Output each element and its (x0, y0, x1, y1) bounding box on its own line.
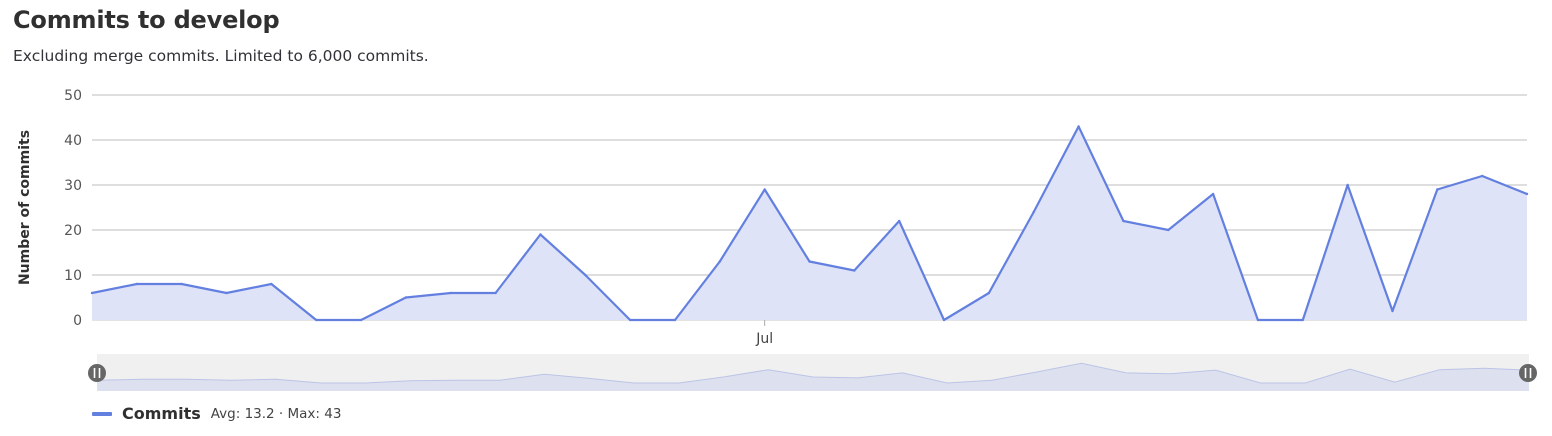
data-point (315, 318, 318, 322)
data-point (1167, 228, 1170, 232)
data-point (1032, 210, 1035, 214)
data-point (1525, 192, 1529, 196)
y-tick-label: 10 (64, 268, 82, 284)
data-point (225, 291, 228, 295)
legend-stats: Avg: 13.2 · Max: 43 (211, 406, 342, 422)
data-point (763, 188, 766, 191)
legend[interactable]: Commits Avg: 13.2 · Max: 43 (92, 404, 341, 423)
data-point (90, 291, 94, 295)
y-tick-label: 0 (73, 313, 82, 329)
data-point (1301, 318, 1304, 322)
data-point (1256, 318, 1260, 322)
legend-avg: Avg: 13.2 (210, 405, 275, 422)
x-tick-label: Jul (755, 331, 773, 347)
data-point (942, 318, 946, 322)
data-point (1436, 188, 1439, 191)
data-point (718, 260, 722, 263)
legend-series-name[interactable]: Commits (122, 404, 201, 423)
handle-grip-icon (1519, 364, 1537, 382)
legend-swatch (92, 411, 112, 416)
data-point (1211, 192, 1215, 196)
data-point (987, 291, 991, 295)
data-point (1346, 183, 1349, 187)
data-point (853, 269, 856, 272)
data-point (180, 282, 183, 286)
chart-title: Commits to develop (13, 6, 280, 34)
data-point (494, 291, 497, 295)
series-area (92, 126, 1527, 320)
data-point (135, 282, 139, 286)
navigator-line (96, 362, 1530, 384)
data-point (1122, 219, 1125, 223)
navigator[interactable] (88, 354, 1537, 391)
data-point (628, 318, 632, 322)
commits-chart: 0 10 20 30 40 50 Number of commits Jul (17, 88, 1537, 391)
y-tick-label: 30 (64, 178, 82, 194)
legend-max: Max: 43 (287, 405, 342, 422)
data-point (1391, 309, 1394, 313)
data-point (449, 291, 452, 295)
data-point (539, 233, 542, 236)
data-point (897, 219, 901, 223)
data-point (673, 318, 677, 322)
plot-area (90, 125, 1529, 322)
data-point (1480, 174, 1484, 178)
data-point (359, 318, 363, 322)
navigator-left-handle[interactable] (88, 364, 106, 382)
data-point (270, 282, 273, 286)
data-point (404, 296, 408, 299)
handle-grip-icon (88, 364, 106, 382)
y-tick-label: 20 (64, 223, 82, 239)
legend-separator: · (274, 405, 288, 422)
y-tick-label: 50 (64, 88, 82, 104)
axes: 0 10 20 30 40 50 Number of commits Jul (17, 88, 773, 347)
data-point (584, 273, 587, 277)
navigator-right-handle[interactable] (1519, 364, 1537, 382)
y-axis-label: Number of commits (17, 130, 33, 285)
chart-subtitle: Excluding merge commits. Limited to 6,00… (13, 47, 429, 65)
y-tick-label: 40 (64, 133, 82, 149)
data-point (808, 260, 811, 263)
data-point (1077, 125, 1080, 128)
